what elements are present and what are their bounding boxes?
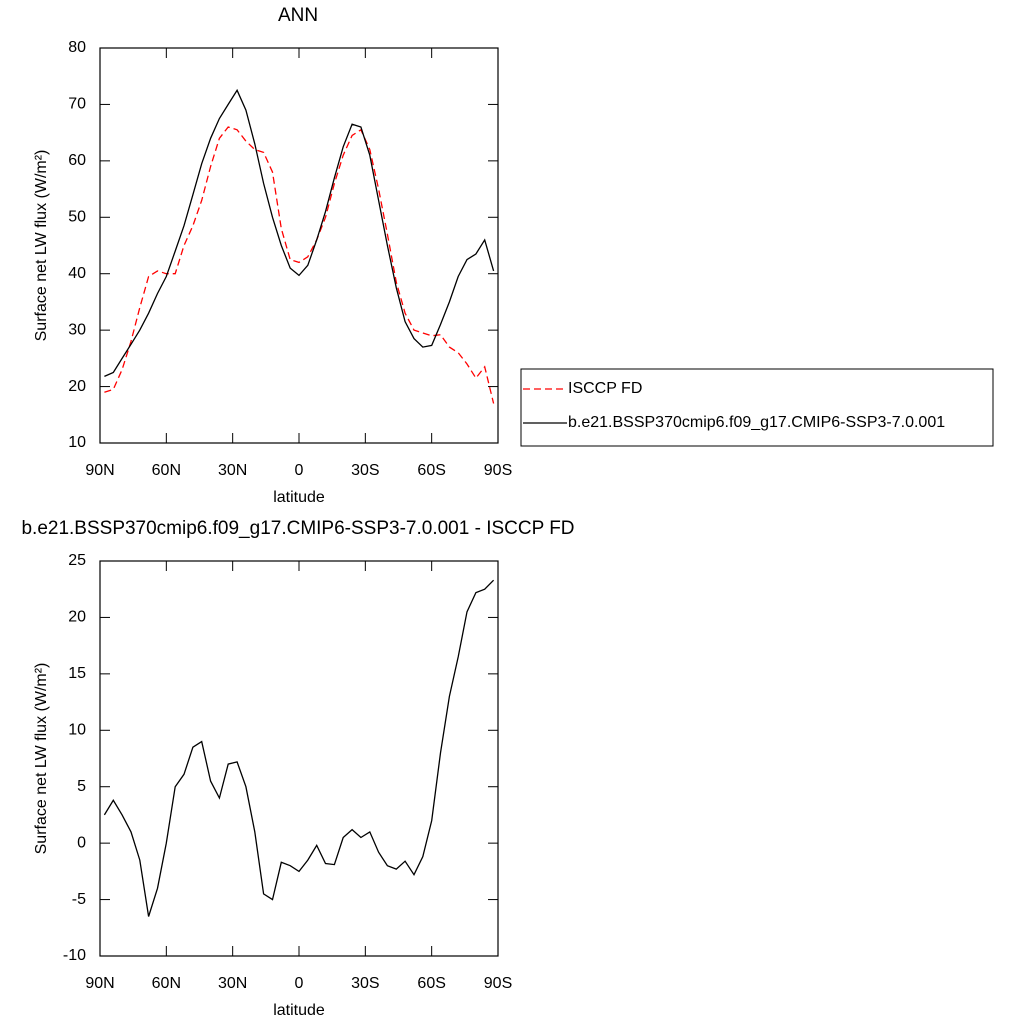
y-tick-label: 50	[68, 209, 86, 226]
y-axis-label: Surface net LW flux (W/m²)	[33, 150, 50, 342]
y-tick-label: 15	[68, 665, 86, 682]
x-tick-label: 30S	[351, 462, 379, 479]
y-tick-label: 5	[77, 778, 86, 795]
chart-title: ANN	[278, 5, 318, 26]
x-tick-label: 60S	[417, 975, 445, 992]
y-tick-label: 40	[68, 265, 86, 282]
y-tick-label: 25	[68, 552, 86, 569]
data-line	[104, 88, 495, 377]
x-tick-label: 60N	[152, 462, 181, 479]
x-tick-label: 0	[295, 462, 304, 479]
y-tick-label: 30	[68, 321, 86, 338]
y-tick-label: 80	[68, 39, 86, 56]
y-tick-label: -5	[72, 891, 86, 908]
x-axis-label: latitude	[273, 1002, 325, 1019]
plot-frame	[99, 560, 499, 957]
x-tick-label: 30N	[218, 462, 247, 479]
x-tick-label: 60S	[417, 462, 445, 479]
data-line	[103, 579, 495, 917]
x-tick-label: 30N	[218, 975, 247, 992]
x-tick-label: 0	[295, 975, 304, 992]
x-tick-label: 90S	[484, 975, 512, 992]
y-tick-label: 10	[68, 434, 86, 451]
x-tick-label: 90N	[85, 975, 114, 992]
legend-label: b.e21.BSSP370cmip6.f09_g17.CMIP6-SSP3-7.…	[568, 414, 945, 431]
x-tick-label: 30S	[351, 975, 379, 992]
y-tick-label: 0	[77, 834, 86, 851]
data-line	[104, 126, 495, 404]
x-tick-label: 60N	[152, 975, 181, 992]
legend-label: ISCCP FD	[568, 380, 642, 397]
legend-box	[520, 368, 994, 447]
y-tick-label: 70	[68, 96, 86, 113]
y-tick-label: 20	[68, 378, 86, 395]
plot-frame	[99, 47, 499, 444]
y-tick-label: -10	[63, 947, 86, 964]
y-axis-label: Surface net LW flux (W/m²)	[33, 663, 50, 855]
chart-title: b.e21.BSSP370cmip6.f09_g17.CMIP6-SSP3-7.…	[21, 518, 574, 539]
y-tick-label: 60	[68, 152, 86, 169]
y-tick-label: 20	[68, 609, 86, 626]
y-tick-label: 10	[68, 722, 86, 739]
x-tick-label: 90S	[484, 462, 512, 479]
x-tick-label: 90N	[85, 462, 114, 479]
x-axis-label: latitude	[273, 489, 325, 506]
